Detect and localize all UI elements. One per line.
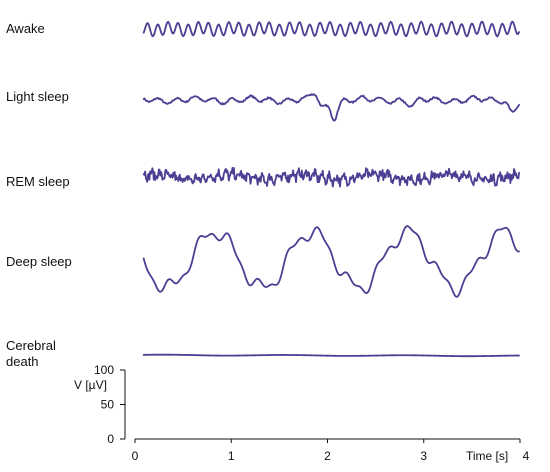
x-tick-label-0: 0 [132, 449, 139, 463]
x-tick-label-3: 3 [420, 449, 427, 463]
x-tick-label-4: 4 [523, 449, 530, 463]
series-layer: Awake Light sleep REM sleep Deep sleep Cereb… [6, 20, 520, 369]
x-axis-label: Time [s] [466, 449, 508, 463]
series-line-rem-sleep [142, 167, 520, 188]
series-label-cerebral-death: Cerebral death [6, 338, 56, 369]
series-light-sleep: Light sleep [6, 89, 520, 122]
x-tick-label-1: 1 [228, 449, 235, 463]
axis-layer: Time [s] V [µV] 0 1 2 3 4 0 50 100 [74, 363, 530, 463]
series-line-cerebral-death [142, 353, 520, 358]
series-label-rem-sleep: REM sleep [6, 174, 70, 189]
series-deep-sleep: Deep sleep [6, 225, 520, 298]
series-label-awake: Awake [6, 21, 45, 36]
x-tick-label-2: 2 [324, 449, 331, 463]
series-line-deep-sleep [142, 225, 520, 298]
y-tick-label-0: 0 [107, 432, 114, 446]
series-rem-sleep: REM sleep [6, 167, 520, 189]
series-line-light-sleep [142, 93, 520, 122]
y-tick-label-50: 50 [101, 398, 115, 412]
series-label-deep-sleep: Deep sleep [6, 254, 72, 269]
series-line-awake [142, 20, 520, 38]
series-awake: Awake [6, 20, 520, 38]
series-cerebral-death: Cerebral death [6, 338, 520, 369]
y-tick-label-100: 100 [94, 363, 114, 377]
series-label-light-sleep: Light sleep [6, 89, 69, 104]
y-axis-label: V [µV] [74, 378, 107, 392]
